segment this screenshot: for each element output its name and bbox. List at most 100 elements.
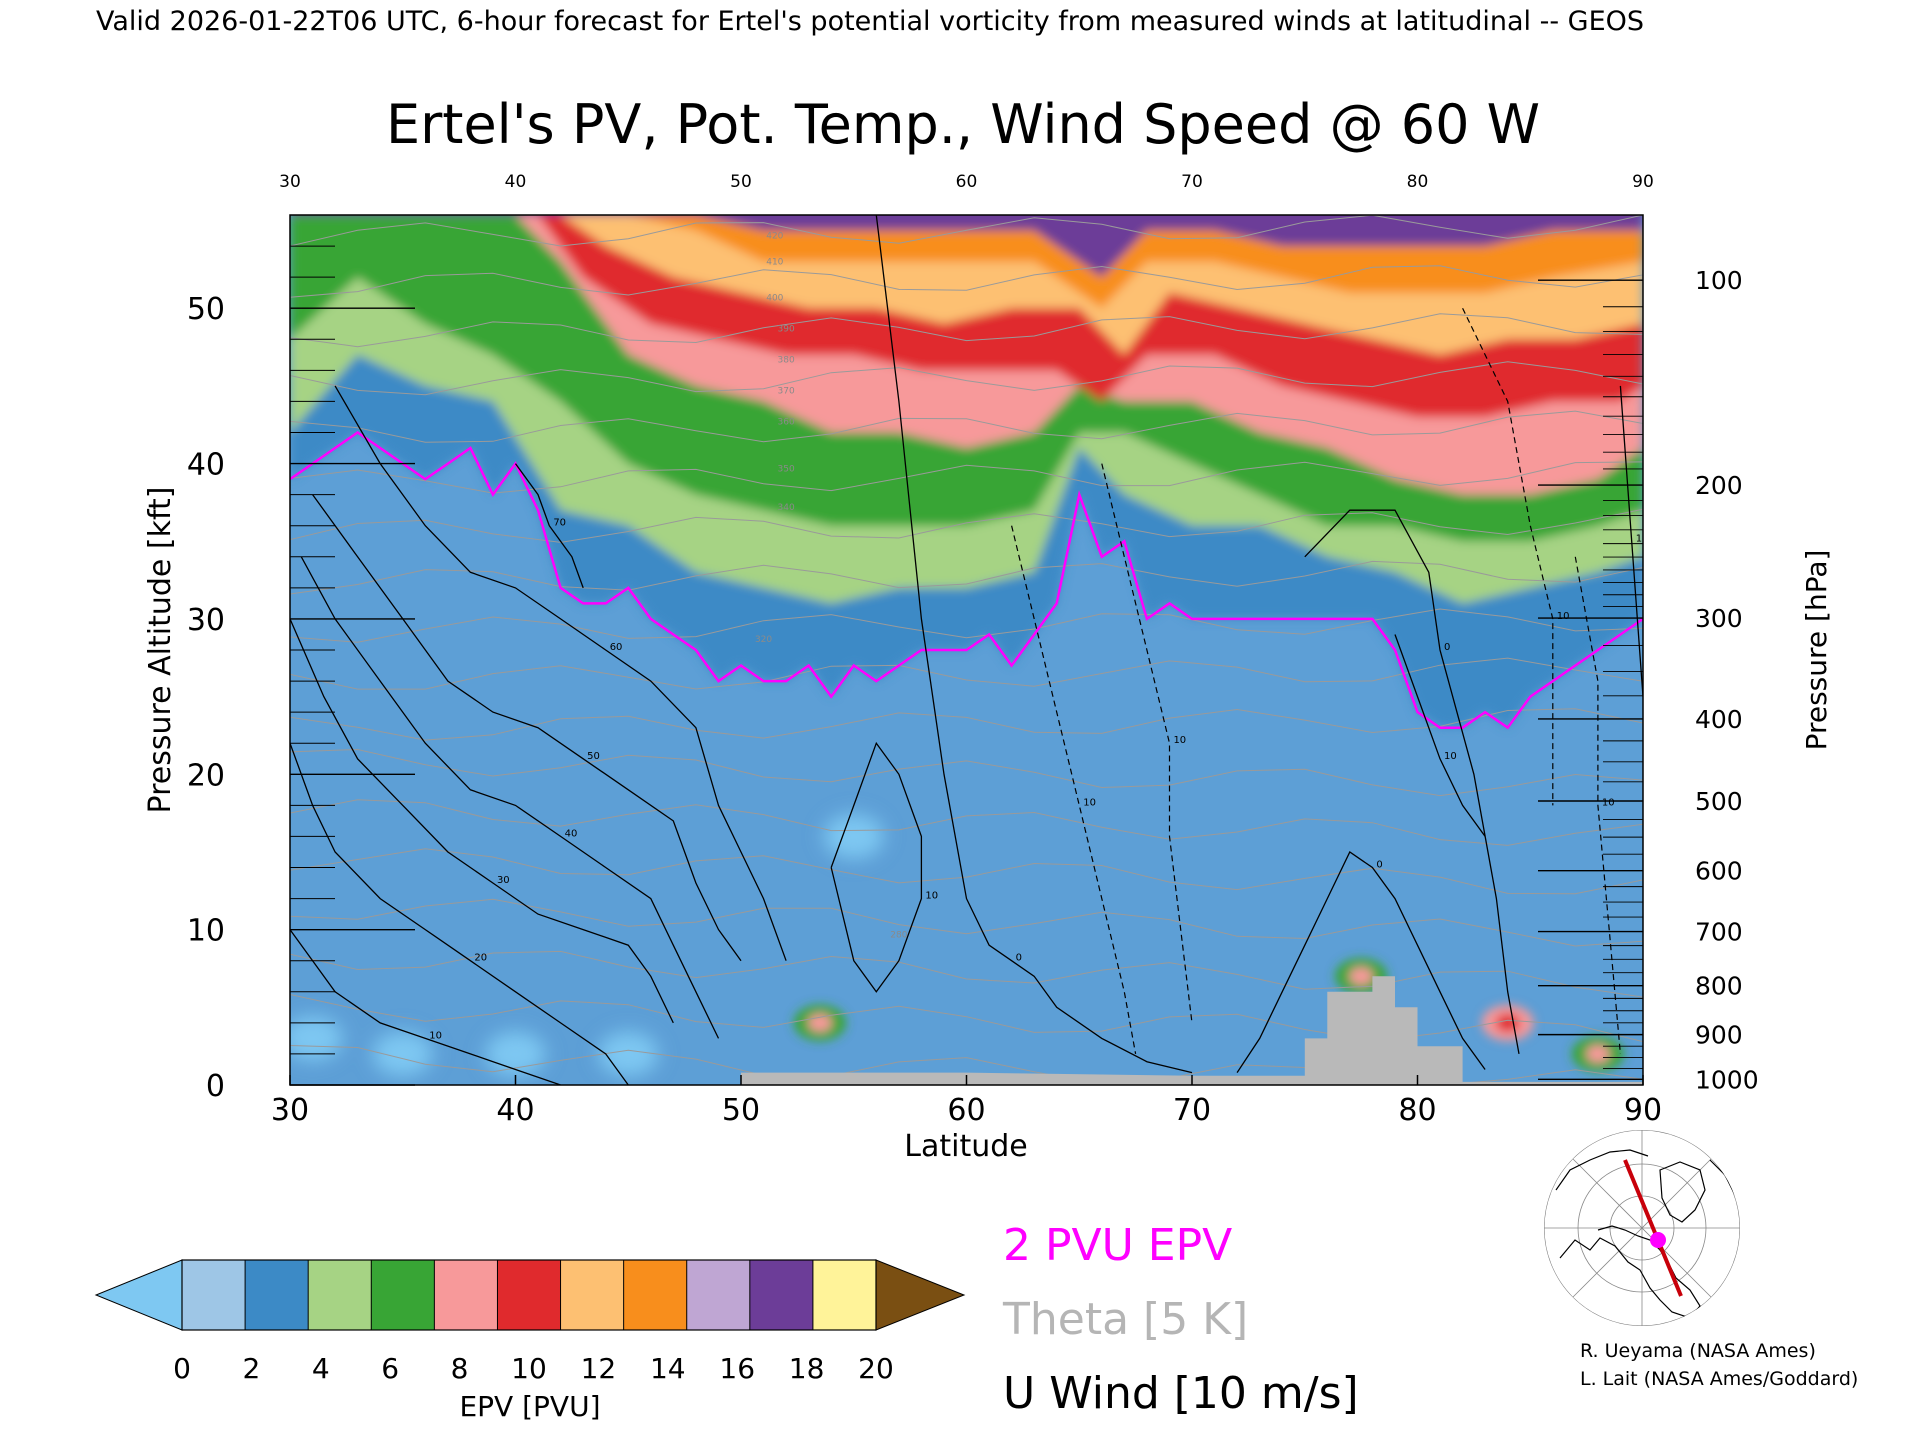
pressure-tick-label: 900 xyxy=(1695,1021,1743,1050)
low-pv-patch xyxy=(823,814,884,859)
map-coastline-greenland xyxy=(1659,1161,1706,1223)
colorbar-frame xyxy=(181,1259,877,1331)
x-axis-label: Latitude xyxy=(904,1129,1027,1164)
colorbar-segment xyxy=(686,1260,751,1330)
x-tick-label: 90 xyxy=(1624,1093,1662,1128)
colorbar-segment xyxy=(560,1260,625,1330)
y-axis-kft: 0 10 20 30 40 50 xyxy=(187,245,415,1104)
credit-line-1: R. Ueyama (NASA Ames) xyxy=(1580,1340,1816,1362)
top-tick-label: 40 xyxy=(505,172,527,192)
colorbar-segment xyxy=(623,1260,688,1330)
pressure-tick-label: 400 xyxy=(1695,705,1743,734)
u-wind-contour-10 xyxy=(830,741,923,993)
theta-label: 360 xyxy=(778,418,795,428)
low-pv-patch xyxy=(290,1016,343,1061)
colorbar-tick-label: 12 xyxy=(581,1352,617,1385)
y-tick-label: 30 xyxy=(187,603,225,638)
theta-label: 420 xyxy=(766,231,783,241)
colorbar-tick-label: 2 xyxy=(242,1352,260,1385)
u-wind-negative-contour xyxy=(1574,556,1621,1054)
colorbar-tick-label: 18 xyxy=(789,1352,825,1385)
colorbar-tick-label: 0 xyxy=(173,1352,191,1385)
key-wind-label: U Wind [10 m/s] xyxy=(1003,1368,1359,1419)
pressure-tick-label: 700 xyxy=(1695,918,1743,947)
chart-title: Ertel's PV, Pot. Temp., Wind Speed @ 60 … xyxy=(386,93,1540,156)
top-latitude-axis: 30 40 50 60 70 80 90 xyxy=(279,172,1654,192)
theta-label: 390 xyxy=(778,325,795,335)
top-tick-label: 80 xyxy=(1407,172,1429,192)
surface-pv-core xyxy=(1349,967,1374,986)
pressure-tick-label: 100 xyxy=(1695,266,1743,295)
y-tick-label: 20 xyxy=(187,758,225,793)
u-wind-negative-contour xyxy=(1101,463,1193,1023)
pressure-axis-label: Pressure [hPa] xyxy=(1800,550,1833,751)
pressure-tick-label: 500 xyxy=(1695,787,1743,816)
theta-label: 380 xyxy=(778,356,795,366)
u-wind-contours: 70 60 50 40 30 20 10 10 0 0 0 10 10 10 10 10 10 xyxy=(290,215,1649,1085)
low-pv-patch xyxy=(372,1031,433,1076)
colorbar-segment xyxy=(749,1260,814,1330)
colorbar-tick-label: 20 xyxy=(858,1352,894,1385)
epv-colorbar: 0 2 4 6 8 10 12 14 16 18 20 xyxy=(94,1259,966,1385)
u-wind-label: 10 xyxy=(925,891,938,902)
u-wind-contour-20 xyxy=(290,742,629,1085)
u-wind-label: 70 xyxy=(553,518,566,529)
map-meridian-d xyxy=(1572,1158,1712,1298)
colorbar-tick-label: 6 xyxy=(381,1352,399,1385)
theta-label: 320 xyxy=(755,635,772,645)
header-line: Valid 2026-01-22T06 UTC, 6-hour forecast… xyxy=(96,6,1644,37)
pressure-tick-label: 800 xyxy=(1695,972,1743,1001)
u-wind-label: 10 xyxy=(429,1030,442,1041)
top-tick-label: 90 xyxy=(1632,172,1654,192)
u-wind-contour-30 xyxy=(290,618,674,1024)
u-wind-label: 0 xyxy=(1444,642,1450,653)
pressure-tick-label: 600 xyxy=(1695,857,1743,886)
y-tick-label: 40 xyxy=(187,448,225,483)
top-tick-label: 50 xyxy=(730,172,752,192)
pv-band-18pvu xyxy=(290,215,1643,278)
terrain-mask xyxy=(741,976,1643,1085)
u-wind-label: 10 xyxy=(1636,533,1649,544)
x-axis: 30 40 50 60 70 80 90 xyxy=(271,1075,1662,1128)
theta-label: 400 xyxy=(766,293,783,303)
inset-locator-map xyxy=(1540,1130,1744,1326)
u-wind-label: 0 xyxy=(1016,953,1022,964)
theta-contour-370k xyxy=(290,461,1643,494)
map-graticule xyxy=(1544,1130,1740,1326)
theta-contour-390k xyxy=(290,361,1643,396)
u-wind-negative-contour xyxy=(1462,307,1554,806)
u-wind-label: 10 xyxy=(1083,797,1096,808)
colorbar-tick-label: 8 xyxy=(451,1352,469,1385)
u-wind-contour-70 xyxy=(514,463,584,589)
inset-location-marker xyxy=(1650,1232,1666,1248)
u-wind-contour-60 xyxy=(334,385,787,961)
x-tick-label: 60 xyxy=(947,1093,985,1128)
colorbar-tick-label: 16 xyxy=(719,1352,755,1385)
colorbar-segment xyxy=(245,1260,309,1330)
pressure-tick-label: 300 xyxy=(1695,604,1743,633)
x-tick-label: 30 xyxy=(271,1093,309,1128)
u-wind-label: 10 xyxy=(1602,797,1615,808)
top-tick-label: 70 xyxy=(1181,172,1203,192)
theta-contour-320k xyxy=(290,708,1643,741)
theta-contour-360k xyxy=(290,508,1643,543)
theta-label: 370 xyxy=(778,387,795,397)
colorbar-tick-label: 4 xyxy=(312,1352,330,1385)
colorbar-label: EPV [PVU] xyxy=(459,1390,600,1423)
surface-pv-core xyxy=(807,1013,832,1032)
top-tick-label: 30 xyxy=(279,172,301,192)
u-wind-label: 10 xyxy=(1557,611,1570,622)
colorbar-segment xyxy=(308,1260,372,1330)
u-wind-label: 40 xyxy=(565,828,578,839)
u-wind-contour-0 xyxy=(875,215,1193,1074)
theta-contour-330k xyxy=(290,657,1643,690)
u-wind-label: 60 xyxy=(610,642,623,653)
theta-contour-350k xyxy=(290,560,1643,595)
u-wind-contour-10 xyxy=(1394,634,1486,837)
u-wind-label: 10 xyxy=(1173,735,1186,746)
pressure-tick-label: 1000 xyxy=(1695,1065,1759,1094)
colorbar-segment xyxy=(371,1260,435,1330)
